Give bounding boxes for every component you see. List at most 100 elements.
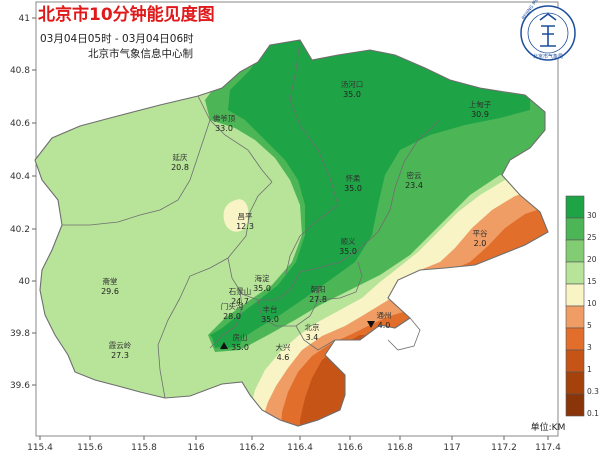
x-tick-label: 115.6 [77,443,103,453]
station-value: 24.7 [231,297,249,306]
field-changping [223,199,249,232]
station-value: 27.8 [309,295,327,304]
legend-label: 3 [587,343,592,352]
legend-swatch [565,217,585,241]
x-tick-label: 115.8 [131,443,157,453]
station-name: 佛爷顶 [213,113,236,123]
legend-label: 10 [587,299,597,308]
district-boundaries [34,39,549,427]
station-value: 30.9 [471,110,489,119]
legend: 30 25 20 15 10 5 3 1 0.3 0.1 [565,195,599,418]
station-value: 20.8 [171,163,189,172]
station-marker-up [220,342,228,349]
legend-label: 5 [587,321,592,330]
station-name: 霞云岭 [109,340,132,350]
y-tick-label: 40 [19,277,31,287]
x-tick-label: 116 [187,443,204,453]
x-tick-label: 117 [443,443,460,453]
x-tick-label: 117.2 [491,443,517,453]
station-value: 29.6 [101,287,119,296]
x-tick-label: 116.8 [387,443,413,453]
station-name: 通州 [377,310,392,320]
station: 大兴4.6 [276,342,291,362]
legend-swatch [565,239,585,263]
legend-swatch [565,283,585,307]
station-name: 延庆 [173,152,188,162]
station-name: 昌平 [238,212,253,221]
station-marker-down [367,321,375,328]
station-name: 上甸子 [469,99,492,109]
y-tick-label: 40.6 [10,119,30,129]
station-value: 35.0 [253,284,271,293]
station: 平谷2.0 [473,229,488,248]
issuer: 北京市气象信息中心制 [88,47,193,60]
legend-label: 1 [587,365,592,374]
time-range: 03月04日05时 - 03月04日06时 [40,33,194,45]
station-value: 3.4 [306,333,319,342]
y-tick-label: 39.6 [10,381,30,391]
station-value: 4.6 [277,353,290,362]
bureau-logo: BEIJING METEOROLOGICAL BUREAU 北京市气象局 [520,0,576,61]
legend-swatch [565,393,585,417]
station-value: 23.4 [405,181,423,190]
station-name: 丰台 [263,304,278,314]
legend-swatch [565,261,585,285]
station-name: 朝阳 [311,285,326,294]
legend-swatch [565,349,585,373]
station-value: 35.0 [339,247,357,256]
station-name: 汤河口 [341,80,364,89]
y-axis-ticks: 41 40.8 40.6 40.4 40.2 40 39.8 39.6 [10,14,36,391]
station-value: 35.0 [343,90,361,99]
legend-label: 20 [587,255,597,264]
legend-swatch [565,195,585,219]
legend-label: 0.1 [587,409,599,418]
station: 通州4.0 [367,310,392,330]
y-tick-label: 40.8 [10,66,30,76]
legend-label: 25 [587,233,597,242]
station-name: 顺义 [341,237,356,246]
legend-swatch [565,371,585,395]
x-axis-ticks: 115.4 115.6 115.8 116 116.2 116.4 116.6 116.8 11… [27,436,561,453]
station-labels: 汤河口35.0上甸子30.9佛爷顶33.0延庆20.8怀柔35.0密云23.4昌… [101,80,492,362]
station-value: 35.0 [231,343,249,352]
station-name: 怀柔 [346,173,361,183]
station-value: 27.3 [111,351,129,360]
station-value: 35.0 [344,184,362,193]
station-name: 石景山 [229,286,252,296]
legend-label: 0.3 [587,387,599,396]
station-name: 海淀 [255,273,270,283]
legend-label: 15 [587,277,597,286]
station-name: 平谷 [473,229,488,238]
field-3-5-east [452,200,548,270]
station-name: 北京 [305,322,320,332]
legend-unit: 单位:KM [531,421,566,433]
x-tick-label: 116.2 [239,443,265,453]
station-name: 斋堂 [103,276,118,286]
station-value: 12.3 [236,222,254,231]
map-title: 北京市10分钟能见度图 [38,4,215,25]
station-value: 35.0 [261,315,279,324]
legend-swatch [565,327,585,351]
station-value: 28.0 [223,312,241,321]
field-over-30 [212,40,530,348]
title-block: 北京市10分钟能见度图 03月04日05时 - 03月04日06时 北京市气象信… [38,4,215,60]
y-tick-label: 40.4 [10,172,30,182]
x-tick-label: 115.4 [27,443,53,453]
station-name: 大兴 [276,342,291,352]
